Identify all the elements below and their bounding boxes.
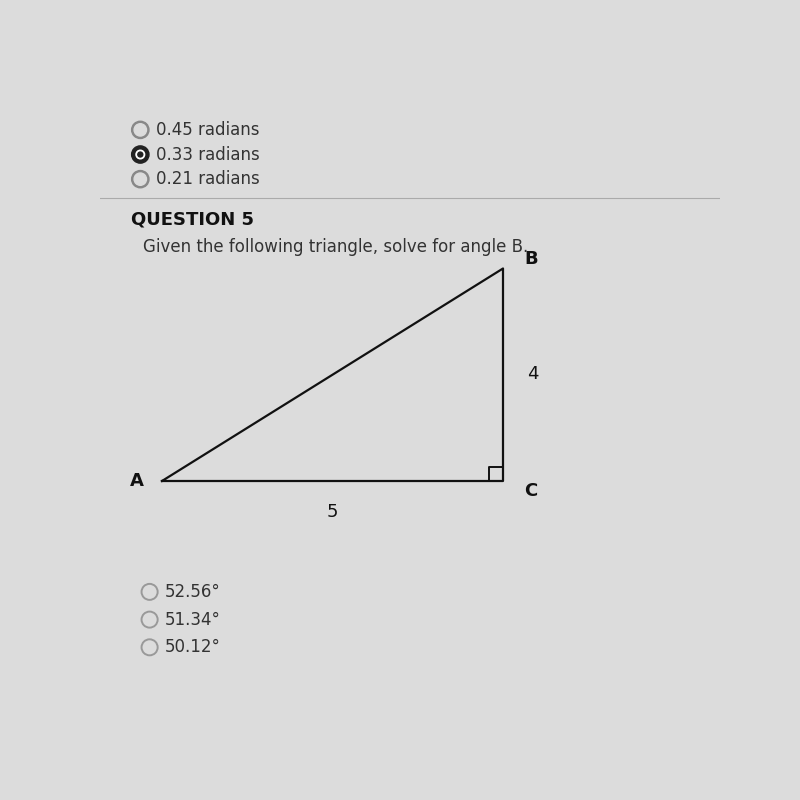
Circle shape <box>134 124 146 136</box>
Text: 5: 5 <box>326 503 338 521</box>
Text: 52.56°: 52.56° <box>165 583 221 601</box>
Text: 0.45 radians: 0.45 radians <box>156 121 259 139</box>
Text: C: C <box>524 482 538 501</box>
Text: QUESTION 5: QUESTION 5 <box>131 210 254 228</box>
Text: 4: 4 <box>527 366 538 383</box>
Text: 0.21 radians: 0.21 radians <box>156 170 259 188</box>
Text: A: A <box>130 472 144 490</box>
Circle shape <box>134 173 146 186</box>
Text: B: B <box>524 250 538 268</box>
Circle shape <box>132 170 149 188</box>
Circle shape <box>132 146 149 163</box>
Text: 50.12°: 50.12° <box>165 638 221 656</box>
Circle shape <box>138 152 142 157</box>
Circle shape <box>136 150 145 159</box>
Text: 0.33 radians: 0.33 radians <box>156 146 259 163</box>
Text: 51.34°: 51.34° <box>165 610 221 629</box>
Circle shape <box>132 122 149 138</box>
Text: Given the following triangle, solve for angle B.: Given the following triangle, solve for … <box>143 238 529 256</box>
